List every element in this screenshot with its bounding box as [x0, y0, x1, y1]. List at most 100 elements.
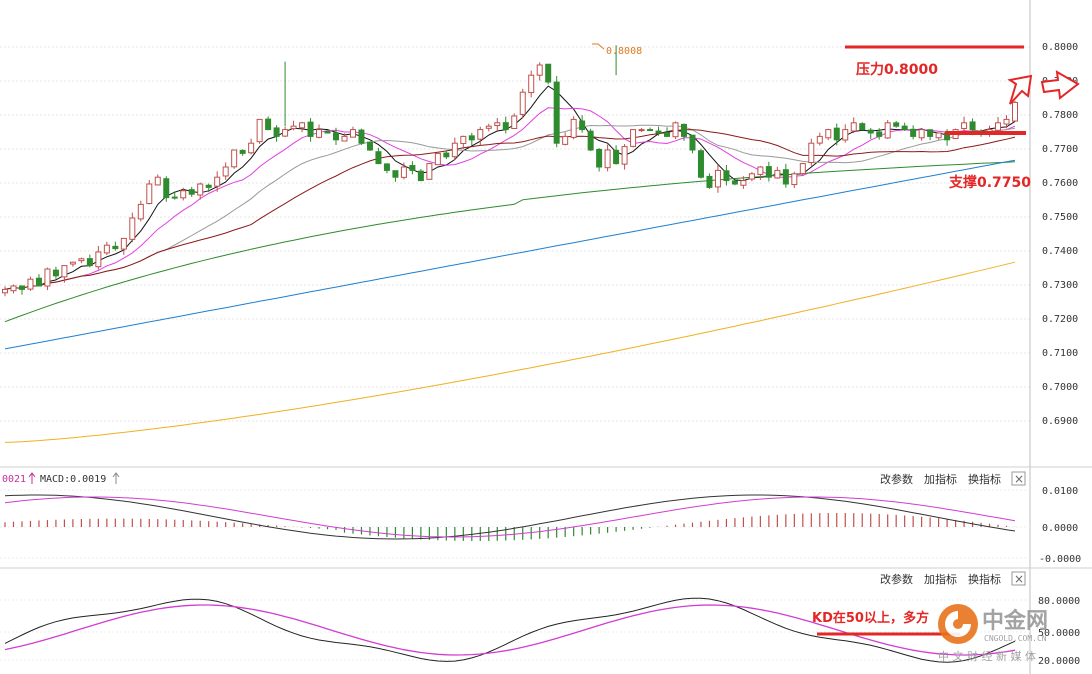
modify-params-button[interactable]: 改参数: [880, 472, 913, 486]
candle-body: [825, 129, 832, 139]
candle-body: [299, 122, 306, 129]
candle-body: [400, 166, 407, 178]
macd-histogram: [4, 513, 1016, 541]
candle-body: [248, 142, 255, 154]
price-tick-label: 0.7800: [1042, 110, 1078, 121]
candle-body: [86, 258, 93, 267]
ma30-line: [4, 129, 1016, 290]
close-button[interactable]: [1011, 471, 1026, 486]
candle-body: [630, 129, 637, 147]
candle-body: [528, 74, 535, 94]
candle-body: [647, 129, 654, 132]
candle-body: [341, 135, 348, 142]
candle-body: [52, 269, 59, 277]
candle-body: [78, 258, 85, 262]
kd-tick-label: 50.0000: [1038, 628, 1080, 639]
candle-body: [596, 148, 603, 168]
candle-body: [112, 245, 119, 250]
candle-body: [1003, 118, 1010, 125]
price-tick-label: 0.7400: [1042, 246, 1078, 257]
candle-body: [562, 135, 569, 145]
ma5-line: [4, 85, 1016, 290]
candle-body: [867, 129, 874, 134]
candle-body: [876, 131, 883, 137]
candle-body: [816, 135, 823, 144]
candle-body: [621, 146, 628, 165]
swap-indicator-button[interactable]: 换指标: [968, 572, 1001, 586]
candle-body: [545, 63, 552, 83]
macd-dif-line: [4, 494, 1016, 540]
candle-body: [214, 176, 221, 187]
candle-body: [409, 165, 416, 171]
macd-left-label: 0021: [2, 474, 26, 485]
candle-body: [893, 122, 900, 127]
candle-body: [27, 278, 34, 290]
arrow-right-icon: [1040, 70, 1080, 100]
candle-body: [664, 132, 671, 137]
candle-body: [655, 130, 662, 134]
candle-body: [740, 180, 747, 186]
candle-body: [256, 118, 263, 143]
candle-body: [69, 261, 76, 265]
candle-body: [120, 237, 127, 250]
candle-body: [519, 91, 526, 115]
candle-body: [333, 132, 340, 141]
ma250-line: [4, 261, 1016, 443]
candle-body: [757, 166, 764, 175]
candle-body: [511, 115, 518, 129]
peak-label: 0.8008: [606, 46, 642, 57]
candle-body: [273, 127, 280, 137]
cngold-logo-mark: [945, 611, 971, 637]
arrow-up-icon: [28, 472, 36, 484]
candle-body: [137, 203, 144, 220]
price-tick-label: 0.7600: [1042, 178, 1078, 189]
candle-body: [910, 128, 917, 137]
close-icon[interactable]: ×: [1014, 572, 1024, 586]
candle-body: [884, 122, 891, 139]
candle-body: [723, 170, 730, 182]
candle-body: [697, 150, 704, 178]
candle-body: [570, 118, 577, 138]
candle-body: [638, 129, 645, 132]
candle-body: [417, 170, 424, 182]
candle-body: [282, 129, 289, 137]
swap-indicator-button[interactable]: 换指标: [968, 472, 1001, 486]
resistance-annotation: 压力0.8000: [845, 45, 1024, 78]
candle-body: [358, 129, 365, 144]
macd-value-label: MACD:0.0019: [40, 474, 106, 485]
candle-body: [587, 130, 594, 151]
candle-body: [706, 175, 713, 188]
resistance-label: 压力0.8000: [856, 61, 938, 78]
modify-params-button[interactable]: 改参数: [880, 572, 913, 586]
candle-body: [171, 196, 178, 199]
candle-body: [799, 163, 806, 175]
candle-body: [18, 285, 25, 290]
price-tick-label: 0.7200: [1042, 314, 1078, 325]
support-label: 支撑0.7750: [948, 174, 1031, 191]
candle-body: [324, 130, 331, 134]
add-indicator-button[interactable]: 加指标: [924, 472, 957, 486]
close-button[interactable]: [1011, 571, 1026, 586]
candle-body: [197, 183, 204, 196]
candle-body: [791, 173, 798, 186]
candle-body: [146, 183, 153, 205]
candle-body: [180, 190, 187, 199]
candle-body: [426, 163, 433, 180]
candle-body: [918, 129, 925, 139]
price-axis: 0.8000 0.7900 0.7800 0.7700 0.7600 0.750…: [1042, 42, 1078, 427]
candle-body: [451, 142, 458, 158]
close-icon[interactable]: ×: [1014, 472, 1024, 486]
candle-body: [604, 149, 611, 169]
candle-body: [901, 125, 908, 131]
ma60-line: [4, 161, 1016, 323]
candle-body: [536, 64, 543, 76]
macd-dea-line: [4, 496, 1016, 538]
price-tick-label: 0.6900: [1042, 416, 1078, 427]
candle-body: [188, 189, 195, 195]
candle-body: [154, 176, 161, 186]
add-indicator-button[interactable]: 加指标: [924, 572, 957, 586]
candle-body: [44, 268, 51, 287]
watermark-brand: 中金网: [982, 608, 1048, 634]
candle-body: [494, 122, 501, 127]
